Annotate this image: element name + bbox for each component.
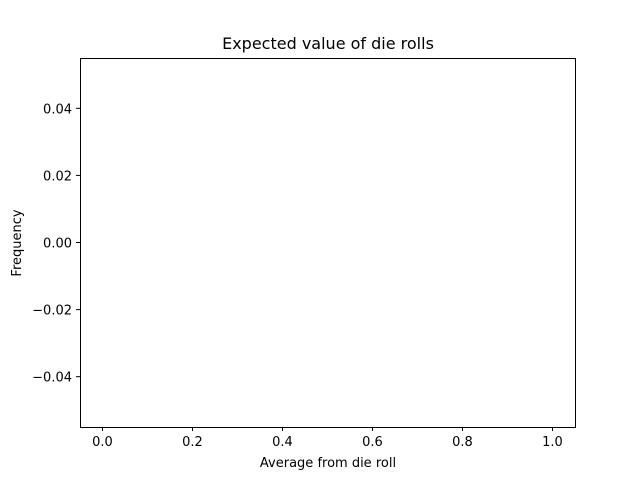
x-tick-label: 1.0 (542, 435, 563, 450)
y-axis-ticks: −0.04 −0.02 0.00 0.02 0.04 (32, 102, 80, 386)
y-tick-label: 0.02 (43, 169, 72, 184)
plot-area-frame (80, 58, 576, 428)
x-tick-label: 0.0 (92, 435, 113, 450)
x-tick-label: 0.4 (272, 435, 293, 450)
x-tick-label: 0.2 (182, 435, 203, 450)
y-tick-label: 0.00 (43, 237, 72, 252)
x-axis-ticks: 0.0 0.2 0.4 0.6 0.8 1.0 (92, 427, 563, 450)
x-tick-label: 0.8 (452, 435, 473, 450)
y-axis-label: Frequency (10, 209, 25, 276)
y-tick-label: 0.04 (43, 102, 72, 117)
x-axis-label: Average from die roll (260, 456, 396, 471)
y-tick-label: −0.04 (32, 371, 72, 386)
x-tick-label: 0.6 (362, 435, 383, 450)
chart-title: Expected value of die rolls (222, 34, 434, 53)
y-tick-label: −0.02 (32, 304, 72, 319)
